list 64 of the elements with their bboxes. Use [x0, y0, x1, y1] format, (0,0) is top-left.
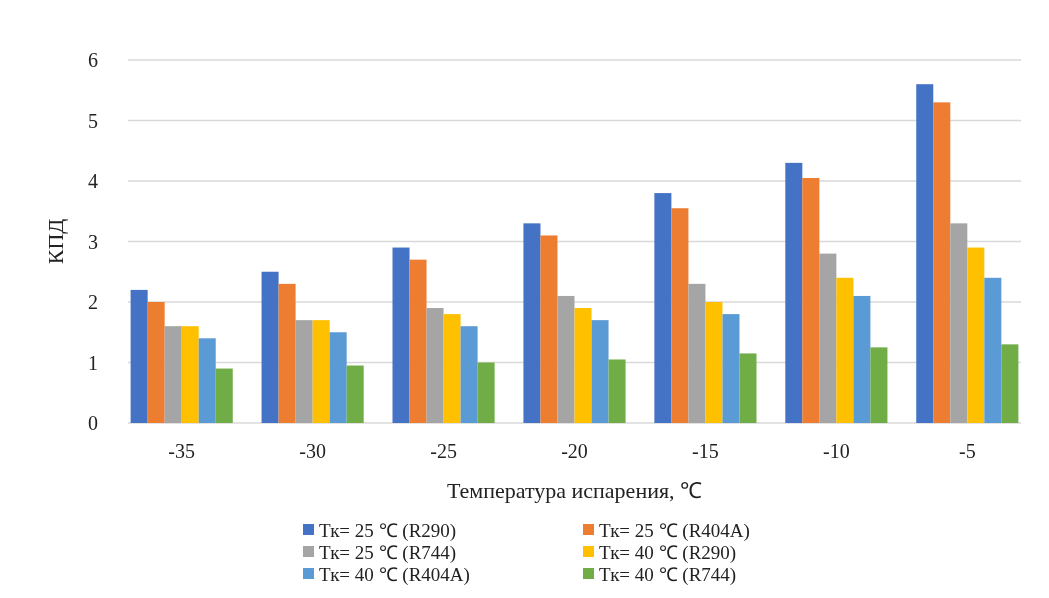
bar — [722, 314, 740, 423]
legend-label: Тк= 25 ℃ (R744) — [319, 541, 457, 564]
bar — [870, 347, 888, 423]
bar — [557, 295, 575, 423]
bar — [688, 283, 706, 423]
bar — [477, 362, 495, 423]
bar — [409, 259, 427, 423]
legend-label: Тк= 40 ℃ (R290) — [599, 541, 737, 564]
bar — [312, 320, 330, 423]
bar — [329, 332, 347, 423]
bar — [147, 302, 165, 423]
x-tick-label: -25 — [430, 440, 457, 462]
y-axis-title: КПД — [43, 218, 68, 265]
x-tick-label: -10 — [823, 440, 850, 462]
legend-label: Тк= 25 ℃ (R404A) — [599, 519, 750, 542]
bar — [950, 223, 968, 423]
bar — [608, 359, 626, 423]
bar — [261, 271, 279, 423]
bar — [967, 247, 985, 423]
bar — [443, 314, 461, 423]
bar — [130, 289, 148, 423]
y-tick-label: 4 — [88, 170, 98, 192]
x-tick-label: -15 — [692, 440, 719, 462]
bar — [591, 320, 609, 423]
x-tick-label: -30 — [299, 440, 326, 462]
y-tick-label: 5 — [88, 109, 98, 132]
bar — [1001, 344, 1019, 423]
bar — [278, 283, 296, 423]
x-axis-title: Температура испарения, ℃ — [446, 478, 703, 503]
y-tick-label: 0 — [88, 412, 98, 434]
bar — [574, 308, 592, 423]
bar — [836, 277, 854, 423]
bar — [671, 208, 689, 423]
bar — [346, 365, 364, 423]
legend-label: Тк= 25 ℃ (R290) — [319, 519, 457, 542]
bar — [164, 326, 182, 423]
bar — [802, 177, 820, 423]
bar — [933, 102, 951, 423]
bar — [654, 193, 672, 423]
bar — [540, 235, 558, 423]
x-tick-label: -35 — [168, 440, 196, 462]
bar — [215, 368, 233, 423]
bar — [426, 308, 444, 423]
bar — [819, 253, 837, 423]
bar — [853, 295, 871, 423]
bar — [295, 320, 313, 423]
y-tick-label: 6 — [88, 49, 98, 71]
bar — [523, 223, 541, 423]
y-tick-label: 1 — [88, 351, 98, 374]
bar — [705, 302, 723, 423]
bar — [984, 277, 1002, 423]
legend-label: Тк= 40 ℃ (R744) — [599, 563, 737, 586]
bar — [181, 326, 199, 423]
bar — [460, 326, 478, 423]
bar — [916, 84, 934, 423]
y-tick-label: 3 — [88, 230, 98, 253]
bar — [392, 247, 410, 423]
bar — [785, 162, 803, 423]
y-tick-label: 2 — [88, 291, 98, 313]
bar — [739, 353, 757, 423]
x-tick-label: -5 — [958, 440, 976, 462]
legend-label: Тк= 40 ℃ (R404A) — [319, 563, 470, 586]
bar — [198, 338, 216, 423]
x-tick-label: -20 — [561, 440, 588, 462]
